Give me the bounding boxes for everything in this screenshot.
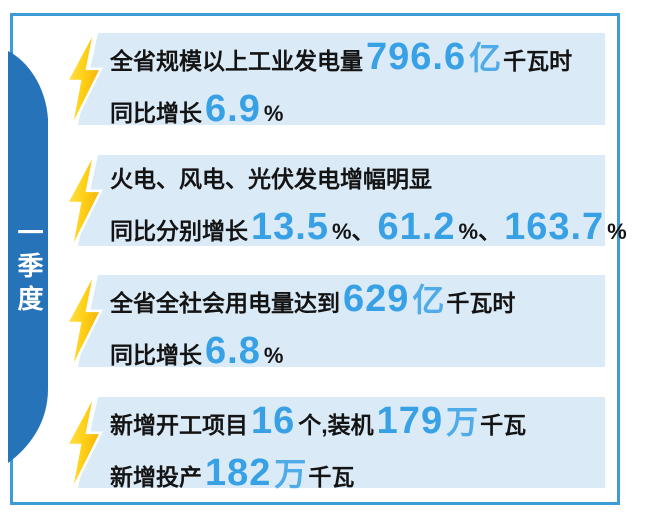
card-lines: 新增开工项目16 个,装机179万千瓦 新增投产182万千瓦 <box>78 397 605 503</box>
stat-value: 61.2 <box>377 206 456 248</box>
text-segment: % <box>331 219 352 244</box>
stat-value: 179 <box>376 400 444 442</box>
lightning-bolt-icon <box>64 150 104 252</box>
text-segment: 同比增长 <box>110 100 202 126</box>
card-background <box>78 275 605 367</box>
stat-unit: 万 <box>274 456 307 492</box>
card-background <box>78 155 605 246</box>
text-segment: % <box>458 219 479 244</box>
stat-card-1: 全省规模以上工业发电量796.6亿千瓦时同比增长6.9% <box>64 28 605 130</box>
card-line: 全省规模以上工业发电量796.6亿千瓦时 <box>110 35 605 87</box>
card-lines: 火电、风电、光伏发电增幅明显 同比分别增长13.5 %、61.2 %、163.7% <box>78 155 627 257</box>
text-segment: 全省规模以上工业发电量 <box>110 48 363 74</box>
text-segment: 新增投产 <box>110 464 202 490</box>
stat-value: 182 <box>205 452 272 494</box>
text-segment: 同比分别增长 <box>110 218 248 244</box>
text-segment: 千瓦时 <box>446 290 516 316</box>
text-segment: % <box>263 101 284 126</box>
card-line: 火电、风电、光伏发电增幅明显 <box>110 157 605 205</box>
stat-value: 6.8 <box>205 330 261 372</box>
card-line: 全省全社会用电量达到629亿千瓦时 <box>110 277 605 329</box>
card-background <box>78 397 605 488</box>
stat-unit: 亿 <box>469 40 502 76</box>
stat-value: 6.9 <box>205 88 261 130</box>
quarter-ribbon-label: 一季度 <box>14 219 44 318</box>
stat-card-3: 全省全社会用电量达到629亿千瓦时同比增长6.8% <box>64 270 605 372</box>
text-segment: % <box>607 219 627 244</box>
stat-unit: 万 <box>446 404 479 440</box>
stat-card-2: 火电、风电、光伏发电增幅明显 同比分别增长13.5 %、61.2 %、163.7% <box>64 150 627 252</box>
card-line: 同比增长6.9% <box>110 87 605 139</box>
text-segment: 、 <box>478 218 502 244</box>
text-segment: 千瓦 <box>480 412 527 438</box>
text-segment: 同比增长 <box>110 342 202 368</box>
stat-unit: 亿 <box>412 282 445 318</box>
stat-value: 16 <box>251 400 296 442</box>
text-segment: 千瓦时 <box>503 48 573 74</box>
quarter-ribbon <box>8 51 48 463</box>
stat-value: 796.6 <box>366 36 467 78</box>
lightning-bolt-icon <box>64 28 104 130</box>
text-segment: 千瓦 <box>308 464 355 490</box>
card-line: 同比分别增长13.5 %、61.2 %、163.7% <box>110 205 627 257</box>
text-segment: % <box>263 343 284 368</box>
card-lines: 全省全社会用电量达到629亿千瓦时 同比增长6.8% <box>78 275 605 381</box>
text-segment: 火电、风电、光伏发电增幅明显 <box>110 166 432 192</box>
card-lines: 全省规模以上工业发电量796.6亿千瓦时 同比增长6.9% <box>78 33 605 139</box>
text-segment: 个,装机 <box>298 412 374 438</box>
text-segment: 新增开工项目 <box>110 412 248 438</box>
stat-card-4: 新增开工项目16 个,装机179万千瓦 新增投产182万千瓦 <box>64 392 605 494</box>
text-segment: 全省全社会用电量达到 <box>110 290 340 316</box>
card-line: 新增投产182万千瓦 <box>110 451 605 503</box>
card-line: 同比增长6.8% <box>110 329 605 381</box>
text-segment: 、 <box>351 218 375 244</box>
stat-value: 629 <box>343 278 410 320</box>
lightning-bolt-icon <box>64 270 104 372</box>
stat-value: 13.5 <box>251 206 329 248</box>
lightning-bolt-icon <box>64 392 104 494</box>
card-line: 新增开工项目16 个,装机179万千瓦 <box>110 399 605 451</box>
card-background <box>78 33 605 125</box>
stat-value: 163.7 <box>504 206 605 248</box>
